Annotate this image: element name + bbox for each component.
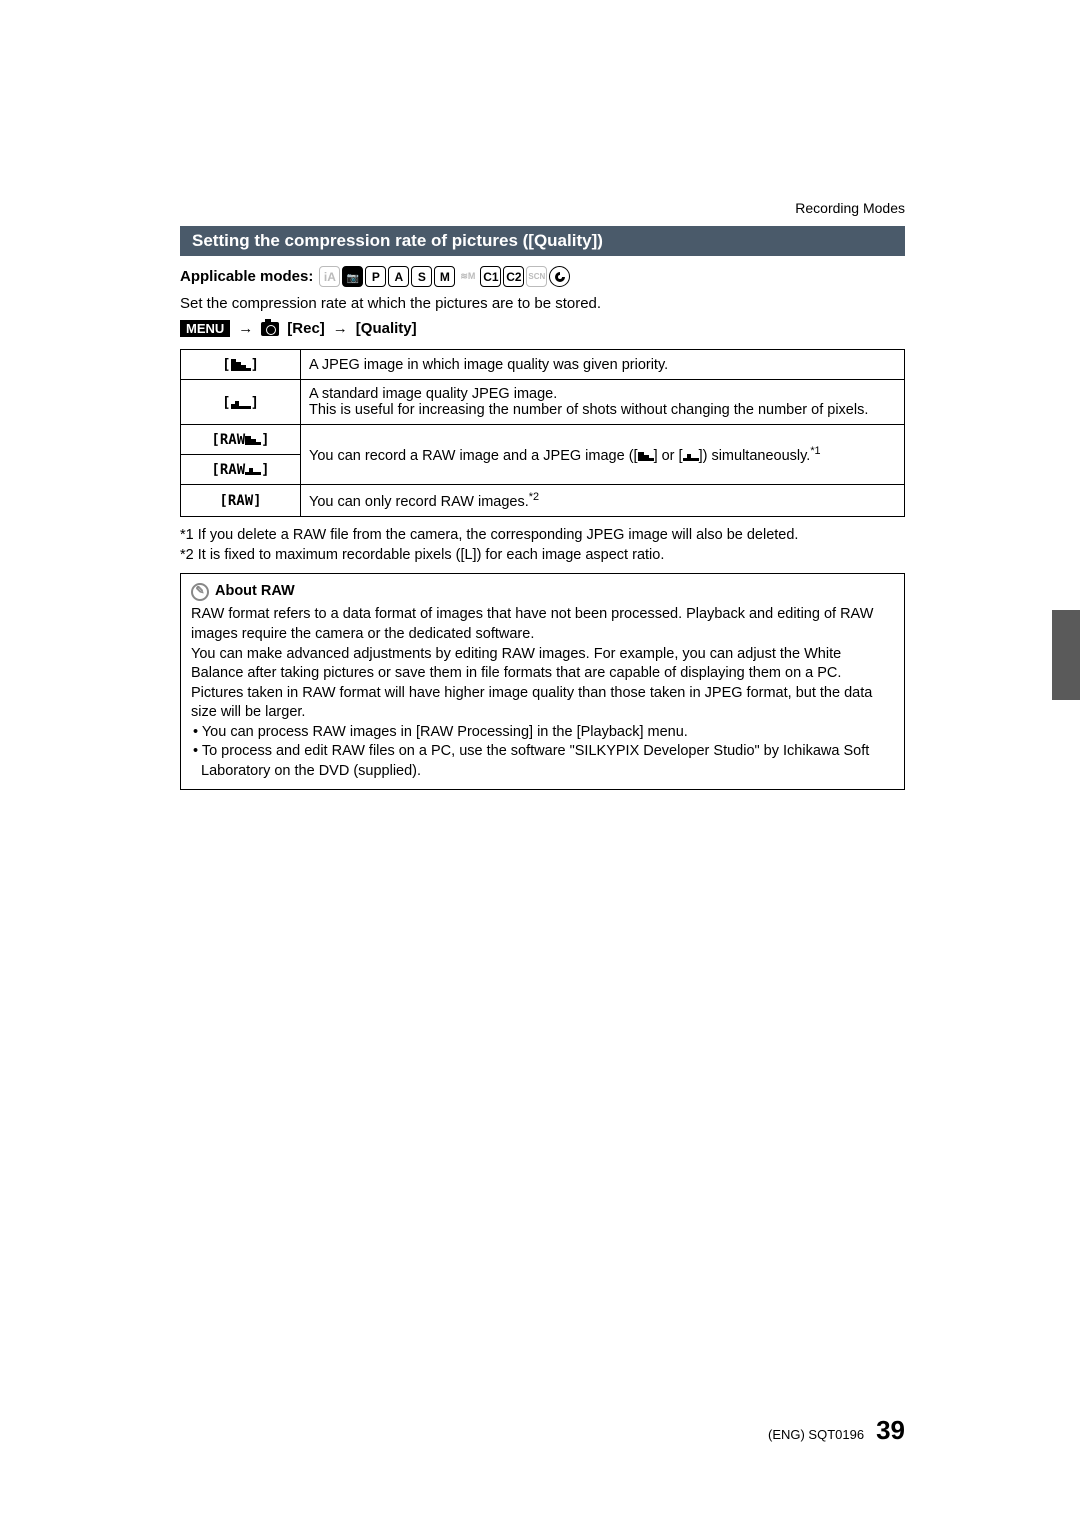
about-bullet-2: • To process and edit RAW files on a PC,… bbox=[191, 742, 894, 781]
quality-label: [Quality] bbox=[356, 320, 417, 337]
sup-2: *2 bbox=[529, 491, 539, 503]
quality-standard-icon: [] bbox=[181, 380, 301, 425]
quality-table: [] A JPEG image in which image quality w… bbox=[180, 349, 905, 517]
quality-standard-desc: A standard image quality JPEG image. Thi… bbox=[301, 380, 905, 425]
mode-scn-icon: SCN bbox=[526, 266, 547, 287]
mode-s-icon: S bbox=[411, 266, 432, 287]
quality-fine-icon: [] bbox=[181, 350, 301, 380]
table-row: [RAW] You can record a RAW image and a J… bbox=[181, 425, 905, 455]
about-title-row: ✎ About RAW bbox=[191, 582, 894, 602]
arrow-icon: → bbox=[238, 320, 253, 337]
arrow-icon: → bbox=[333, 320, 348, 337]
mode-movie-icon: ≋M bbox=[457, 266, 478, 287]
page-content: Recording Modes Setting the compression … bbox=[0, 0, 1080, 790]
table-row: [] A standard image quality JPEG image. … bbox=[181, 380, 905, 425]
intro-text: Set the compression rate at which the pi… bbox=[180, 295, 905, 312]
table-row: [RAW] You can only record RAW images.*2 bbox=[181, 485, 905, 517]
page-number: 39 bbox=[876, 1415, 905, 1446]
about-bullet-1: • You can process RAW images in [RAW Pro… bbox=[191, 723, 894, 743]
quality-raw-desc: You can only record RAW images.*2 bbox=[301, 485, 905, 517]
mode-c2-icon: C2 bbox=[503, 266, 524, 287]
footnote-1: *1 If you delete a RAW file from the cam… bbox=[180, 527, 905, 543]
raw-desc-p3: ]) simultaneously. bbox=[699, 448, 811, 464]
footnotes: *1 If you delete a RAW file from the cam… bbox=[180, 527, 905, 563]
mode-ia-icon: iA bbox=[319, 266, 340, 287]
fn1-text: 1 If you delete a RAW file from the came… bbox=[186, 527, 799, 543]
sup-1: *1 bbox=[810, 445, 820, 457]
page-footer: (ENG) SQT0196 39 bbox=[768, 1415, 905, 1446]
applicable-modes-row: Applicable modes: iA 📷 P A S M ≋M C1 C2 … bbox=[180, 266, 905, 287]
about-p1: RAW format refers to a data format of im… bbox=[191, 605, 894, 644]
table-row: [] A JPEG image in which image quality w… bbox=[181, 350, 905, 380]
quality-raw-icon: [RAW] bbox=[181, 485, 301, 517]
camera-icon bbox=[261, 322, 279, 336]
menu-badge: MENU bbox=[180, 320, 230, 337]
quality-raw-std-icon: [RAW] bbox=[181, 455, 301, 485]
mode-icons: iA 📷 P A S M ≋M C1 C2 SCN bbox=[319, 266, 570, 287]
mode-a-icon: A bbox=[388, 266, 409, 287]
raw-desc-p1: You can record a RAW image and a JPEG im… bbox=[309, 448, 638, 464]
page-title: Setting the compression rate of pictures… bbox=[180, 226, 905, 256]
about-p2: You can make advanced adjustments by edi… bbox=[191, 645, 894, 723]
std-line2: This is useful for increasing the number… bbox=[309, 402, 868, 418]
footer-lang: (ENG) SQT0196 bbox=[768, 1427, 864, 1442]
raw-only-text: You can only record RAW images. bbox=[309, 494, 529, 510]
section-header: Recording Modes bbox=[180, 200, 905, 216]
about-title: About RAW bbox=[215, 582, 295, 602]
info-icon: ✎ bbox=[191, 583, 209, 601]
std-line1: A standard image quality JPEG image. bbox=[309, 386, 557, 402]
applicable-label: Applicable modes: bbox=[180, 268, 313, 285]
quality-raw-jpeg-desc: You can record a RAW image and a JPEG im… bbox=[301, 425, 905, 485]
mode-ia-plus-icon: 📷 bbox=[342, 266, 363, 287]
svg-text:📷: 📷 bbox=[347, 273, 359, 284]
mode-c1-icon: C1 bbox=[480, 266, 501, 287]
quality-raw-fine-icon: [RAW] bbox=[181, 425, 301, 455]
footnote-2: *2 It is fixed to maximum recordable pix… bbox=[180, 547, 905, 563]
mode-m-icon: M bbox=[434, 266, 455, 287]
about-raw-box: ✎ About RAW RAW format refers to a data … bbox=[180, 573, 905, 791]
menu-path: MENU → [Rec] → [Quality] bbox=[180, 320, 905, 337]
fn2-text: 2 It is fixed to maximum recordable pixe… bbox=[186, 547, 665, 563]
raw-desc-p2: ] or [ bbox=[654, 448, 683, 464]
rec-label: [Rec] bbox=[287, 320, 325, 337]
mode-p-icon: P bbox=[365, 266, 386, 287]
quality-fine-desc: A JPEG image in which image quality was … bbox=[301, 350, 905, 380]
mode-palette-icon bbox=[549, 266, 570, 287]
